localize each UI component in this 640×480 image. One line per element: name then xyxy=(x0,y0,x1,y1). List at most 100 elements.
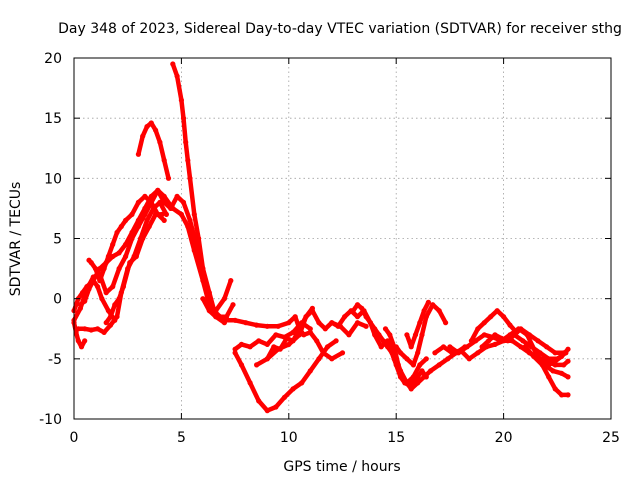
data-point xyxy=(324,344,331,350)
data-point xyxy=(410,362,416,368)
data-point xyxy=(127,260,133,266)
data-point xyxy=(187,175,193,181)
series-layer xyxy=(71,61,571,414)
data-point xyxy=(342,314,348,320)
data-point xyxy=(256,398,262,404)
data-point xyxy=(501,314,507,320)
data-point xyxy=(92,266,99,272)
data-point xyxy=(116,250,122,256)
data-point xyxy=(165,175,172,181)
data-point xyxy=(178,97,184,103)
data-point xyxy=(350,308,356,314)
data-point xyxy=(90,278,96,284)
data-point xyxy=(204,290,210,296)
data-point xyxy=(481,320,487,326)
data-point xyxy=(82,326,88,332)
data-point xyxy=(561,362,567,368)
data-point xyxy=(213,314,219,320)
data-point xyxy=(522,344,528,350)
x-tick-label: 15 xyxy=(387,430,405,446)
data-point xyxy=(408,386,414,392)
data-point xyxy=(382,326,389,332)
data-point xyxy=(296,326,303,332)
data-point xyxy=(466,356,472,362)
data-point xyxy=(445,356,451,362)
data-point xyxy=(271,344,277,350)
data-point xyxy=(528,344,535,350)
data-point xyxy=(419,332,425,338)
data-point xyxy=(230,302,236,308)
x-tick-label: 10 xyxy=(280,430,298,446)
data-point xyxy=(112,317,118,323)
data-point xyxy=(155,187,161,193)
data-point xyxy=(116,296,122,302)
data-point xyxy=(206,308,212,314)
data-point xyxy=(415,350,421,356)
data-point xyxy=(88,327,94,333)
data-point xyxy=(393,344,399,350)
data-point xyxy=(142,193,148,199)
y-tick-label: -10 xyxy=(39,412,62,428)
data-point xyxy=(565,374,571,380)
data-point xyxy=(505,338,511,344)
data-point xyxy=(148,193,154,199)
data-point xyxy=(123,253,129,260)
data-point xyxy=(346,332,352,338)
data-point xyxy=(277,346,283,352)
y-tick-label: 5 xyxy=(53,232,62,248)
data-point xyxy=(372,326,378,332)
data-point xyxy=(191,211,197,217)
data-point xyxy=(303,314,309,320)
data-point xyxy=(273,332,279,338)
data-point xyxy=(264,408,270,414)
data-point xyxy=(400,374,406,380)
data-point xyxy=(232,317,238,323)
data-point xyxy=(116,266,122,272)
data-point xyxy=(105,308,111,314)
data-point xyxy=(157,139,163,145)
data-point xyxy=(135,151,141,157)
data-point xyxy=(417,320,423,326)
data-point xyxy=(170,61,176,67)
data-point xyxy=(286,341,292,347)
data-point xyxy=(550,368,556,374)
data-point xyxy=(75,326,81,332)
data-point xyxy=(264,356,270,362)
data-point xyxy=(546,362,552,368)
data-point xyxy=(196,235,202,242)
data-point xyxy=(140,235,146,242)
data-point xyxy=(148,120,154,126)
data-point xyxy=(481,332,487,338)
data-point xyxy=(520,338,526,344)
data-point xyxy=(161,217,167,223)
data-point xyxy=(335,323,341,329)
data-point xyxy=(82,338,88,344)
data-point xyxy=(86,286,92,292)
data-point xyxy=(232,350,238,356)
data-point xyxy=(88,260,94,266)
data-point xyxy=(286,320,292,326)
data-point xyxy=(103,290,109,296)
data-point xyxy=(539,362,545,368)
data-point xyxy=(135,199,141,205)
data-point xyxy=(468,338,474,344)
data-point xyxy=(275,323,281,329)
data-point xyxy=(309,305,315,311)
data-point xyxy=(464,344,470,350)
data-point xyxy=(378,344,384,350)
data-point xyxy=(144,217,150,223)
data-point xyxy=(376,332,382,338)
data-point xyxy=(256,338,262,344)
data-point xyxy=(498,335,505,341)
data-point xyxy=(380,338,386,344)
data-point xyxy=(77,302,83,308)
data-point xyxy=(228,278,234,284)
data-point xyxy=(314,338,320,344)
data-point xyxy=(142,205,148,211)
data-point xyxy=(273,404,279,410)
data-point xyxy=(415,380,421,386)
data-point xyxy=(159,211,165,217)
data-point xyxy=(430,302,436,308)
data-point xyxy=(153,127,159,133)
data-point xyxy=(475,326,481,332)
